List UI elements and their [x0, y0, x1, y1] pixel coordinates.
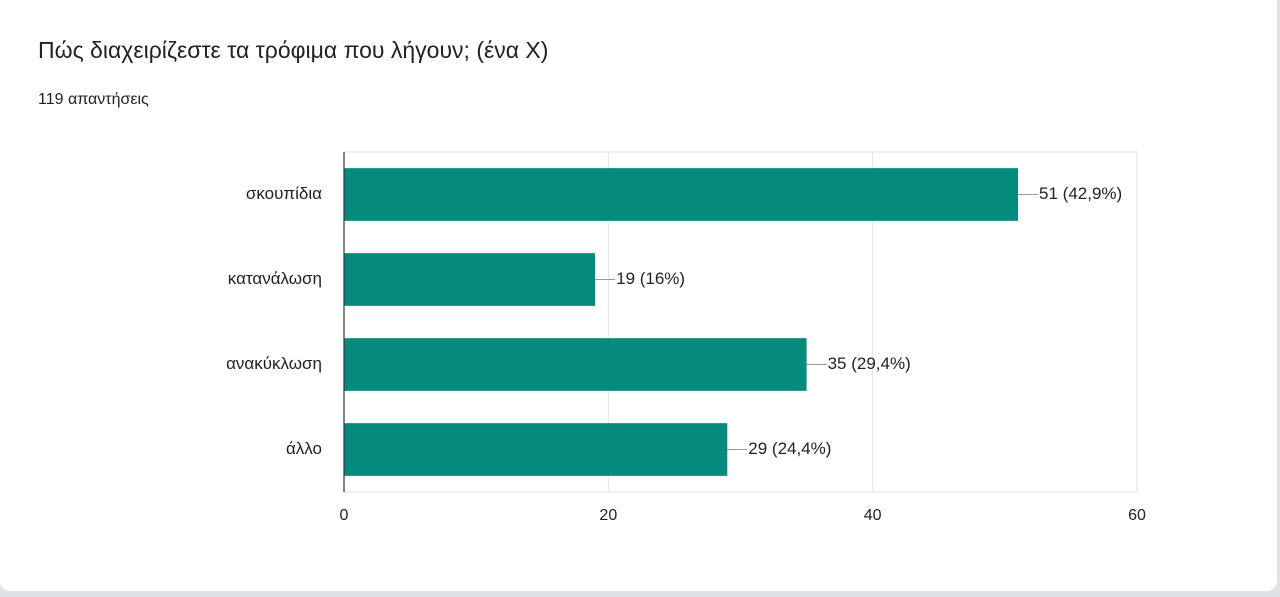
bar: [344, 253, 596, 306]
y-tick-label: ανακύκλωση: [226, 354, 322, 373]
chart-subtitle: 119 απαντήσεις: [38, 91, 149, 108]
x-tick-label: 20: [599, 507, 617, 524]
value-label: 19 (16%): [616, 269, 685, 288]
x-tick-label: 40: [864, 507, 882, 524]
bar: [344, 338, 807, 391]
x-tick-label: 0: [340, 507, 349, 524]
y-tick-label: κατανάλωση: [228, 269, 322, 288]
value-label: 29 (24,4%): [748, 439, 831, 458]
value-label: 51 (42,9%): [1039, 184, 1122, 203]
y-tick-label: σκουπίδια: [246, 184, 322, 203]
value-label: 35 (29,4%): [828, 354, 911, 373]
bar: [344, 423, 728, 476]
chart-title: Πώς διαχειρίζεστε τα τρόφιμα που λήγουν;…: [38, 37, 548, 63]
bar: [344, 168, 1019, 221]
x-tick-label: 60: [1128, 507, 1146, 524]
y-tick-label: άλλο: [286, 439, 322, 458]
